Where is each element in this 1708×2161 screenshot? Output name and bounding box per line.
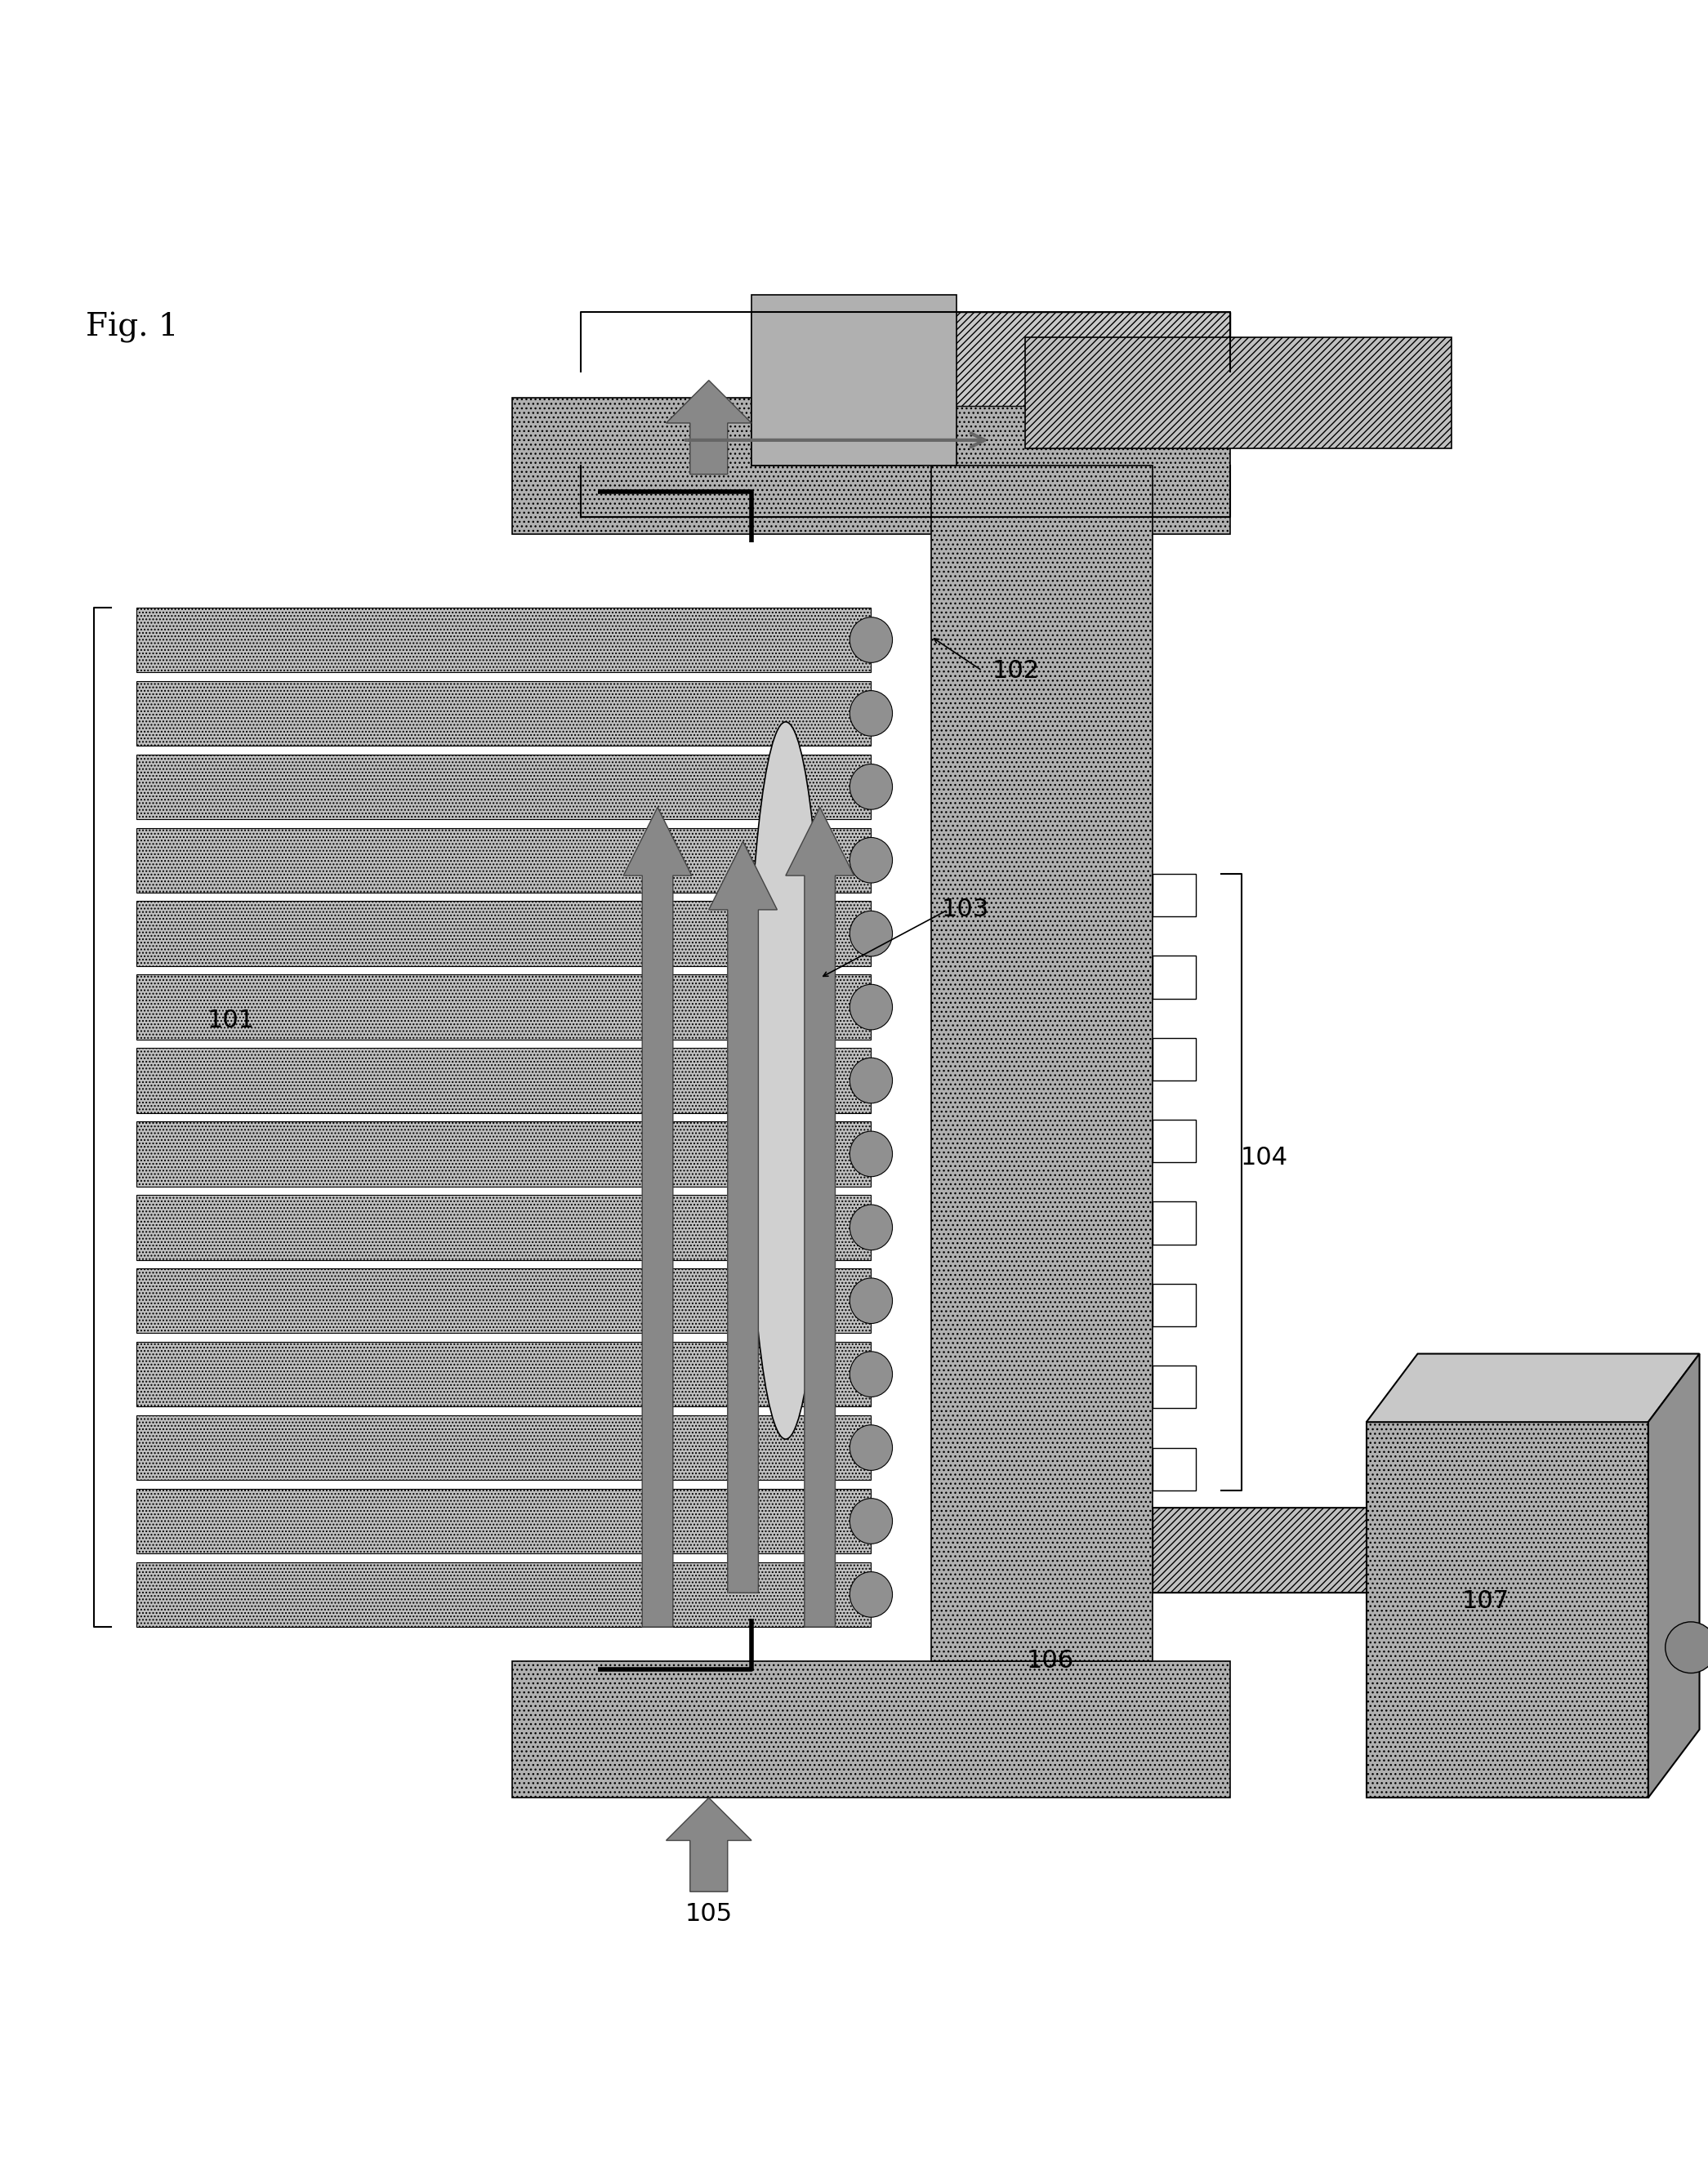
Bar	[1153, 873, 1196, 916]
Bar	[1153, 1366, 1196, 1409]
Bar	[752, 311, 1230, 406]
Ellipse shape	[849, 1057, 892, 1104]
Bar	[1153, 1448, 1196, 1491]
Bar	[752, 311, 922, 467]
Ellipse shape	[849, 1351, 892, 1396]
Bar	[1153, 1202, 1196, 1245]
Text: 103: 103	[941, 897, 989, 921]
FancyArrow shape	[709, 841, 777, 1593]
Text: 107: 107	[1462, 1590, 1510, 1614]
Bar	[1153, 1119, 1196, 1163]
Bar	[1366, 1422, 1648, 1798]
Ellipse shape	[849, 1130, 892, 1176]
Text: 106: 106	[1027, 1649, 1074, 1673]
Bar	[1153, 1508, 1366, 1593]
Bar	[137, 828, 871, 892]
Text: 104: 104	[1240, 1145, 1288, 1169]
Text: 105: 105	[685, 1902, 733, 1925]
Polygon shape	[1366, 1353, 1699, 1422]
Bar	[512, 1662, 1230, 1798]
Bar	[931, 467, 1153, 1662]
Bar	[137, 1562, 871, 1627]
Bar	[1153, 955, 1196, 998]
Ellipse shape	[849, 912, 892, 957]
Ellipse shape	[849, 1204, 892, 1249]
Ellipse shape	[849, 618, 892, 663]
Bar	[137, 1342, 871, 1407]
Bar	[137, 607, 871, 672]
Bar	[1153, 1037, 1196, 1080]
Bar	[137, 1048, 871, 1113]
Ellipse shape	[849, 838, 892, 884]
Bar	[137, 1415, 871, 1480]
Bar	[137, 901, 871, 966]
Bar	[137, 975, 871, 1039]
Text: Fig. 1: Fig. 1	[85, 311, 178, 344]
Bar	[1025, 337, 1452, 449]
FancyArrow shape	[623, 808, 692, 1627]
Polygon shape	[1648, 1353, 1699, 1798]
Bar	[752, 311, 1230, 406]
FancyArrow shape	[666, 380, 752, 473]
Ellipse shape	[746, 722, 823, 1439]
Ellipse shape	[849, 692, 892, 737]
Bar	[137, 681, 871, 746]
Bar	[752, 294, 956, 467]
Circle shape	[1665, 1623, 1708, 1673]
Bar	[512, 398, 1230, 534]
Bar	[137, 754, 871, 819]
Ellipse shape	[849, 1498, 892, 1543]
Text: 101: 101	[207, 1009, 254, 1033]
Ellipse shape	[849, 1571, 892, 1616]
FancyArrow shape	[666, 1798, 752, 1891]
Ellipse shape	[849, 1277, 892, 1323]
Ellipse shape	[849, 765, 892, 810]
Bar	[137, 1489, 871, 1554]
FancyArrow shape	[786, 808, 854, 1627]
Ellipse shape	[849, 985, 892, 1031]
Bar	[1153, 1284, 1196, 1327]
Text: 102: 102	[992, 659, 1040, 683]
Ellipse shape	[849, 1424, 892, 1469]
Bar	[137, 1269, 871, 1333]
Bar	[137, 1195, 871, 1260]
Bar	[137, 1122, 871, 1186]
